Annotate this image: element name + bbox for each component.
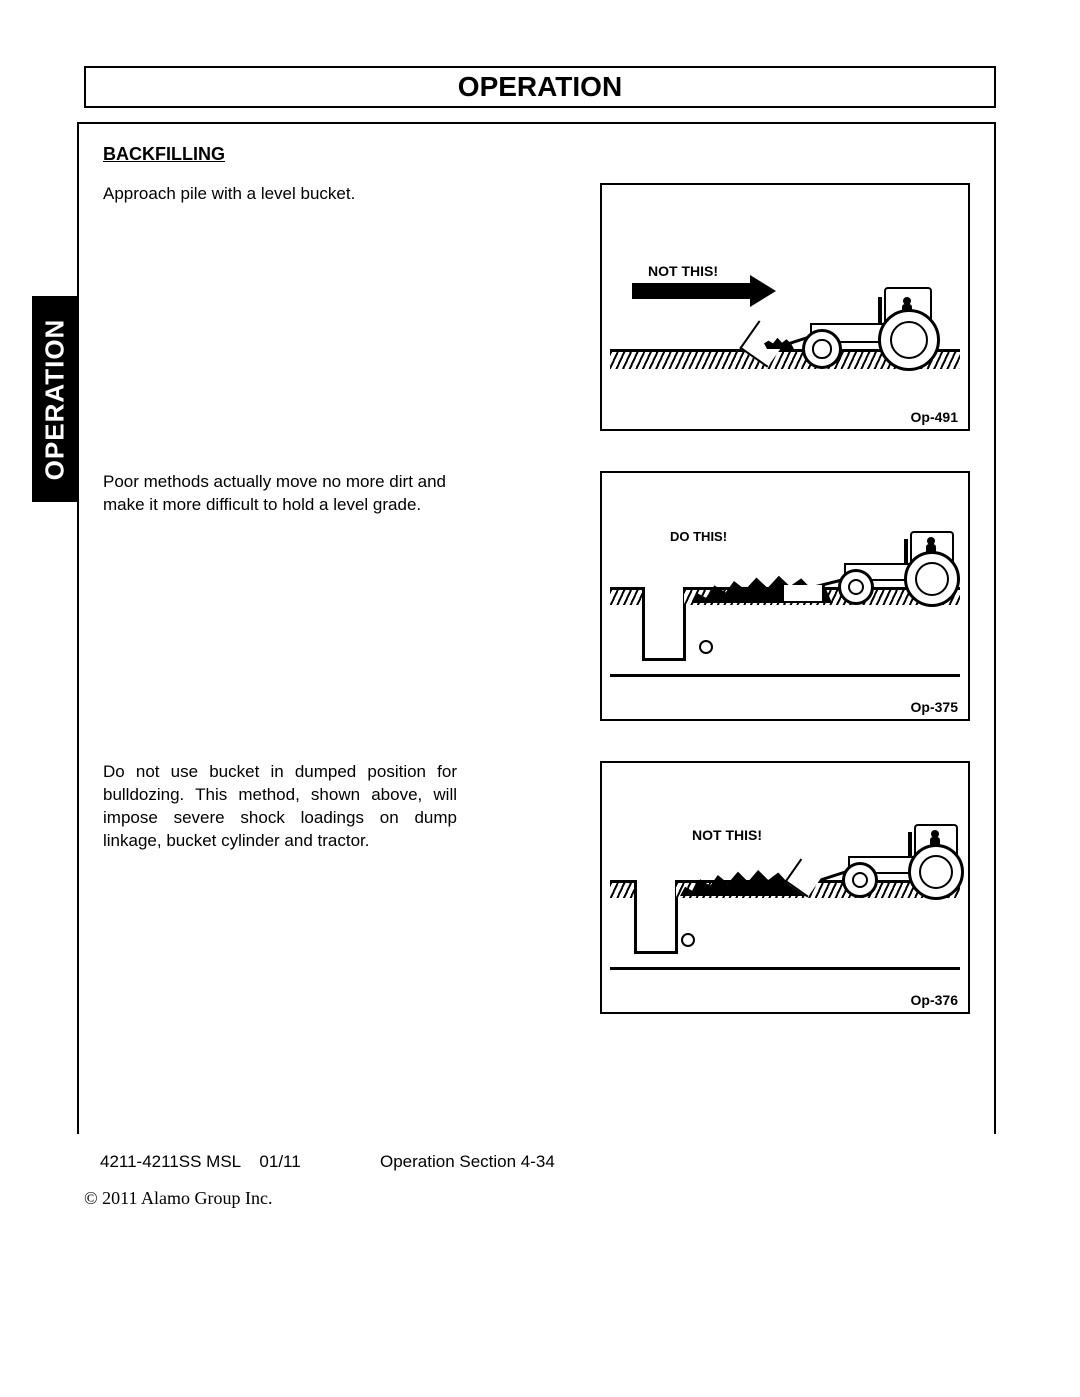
figure-label: NOT THIS! bbox=[648, 263, 718, 279]
figure-op376: NOT THIS! Op-37 bbox=[600, 761, 970, 1014]
dirt-pile-icon bbox=[680, 854, 806, 896]
paragraph: Do not use bucket in dumped position for… bbox=[103, 761, 457, 1014]
figure-op491: NOT THIS! Op-491 bbox=[600, 183, 970, 431]
tractor-icon bbox=[760, 279, 940, 369]
figure-caption: Op-491 bbox=[911, 409, 958, 425]
content-row: Approach pile with a level bucket. NOT T… bbox=[103, 183, 970, 431]
bucket-icon bbox=[782, 585, 824, 603]
figure-wrap: NOT THIS! Op-37 bbox=[477, 761, 970, 1014]
figure-label: NOT THIS! bbox=[692, 827, 762, 843]
page-header: OPERATION bbox=[84, 66, 996, 108]
figure-wrap: NOT THIS! Op-491 bbox=[477, 183, 970, 431]
doc-date: 01/11 bbox=[259, 1152, 300, 1171]
pipe-icon bbox=[699, 640, 713, 654]
figure-wrap: DO THIS! Op-375 bbox=[477, 471, 970, 721]
paragraph: Approach pile with a level bucket. bbox=[103, 183, 457, 431]
tractor-icon bbox=[802, 523, 960, 605]
page-body: BACKFILLING Approach pile with a level b… bbox=[77, 122, 996, 1134]
side-tab: OPERATION bbox=[32, 296, 78, 502]
footer-line-1: 4211-4211SS MSL 01/11 Operation Section … bbox=[100, 1152, 980, 1172]
tractor-icon bbox=[806, 816, 964, 898]
side-tab-label: OPERATION bbox=[40, 318, 71, 480]
figure-label: DO THIS! bbox=[670, 529, 727, 544]
content-row: Do not use bucket in dumped position for… bbox=[103, 761, 970, 1014]
figure-caption: Op-375 bbox=[911, 699, 958, 715]
pipe-icon bbox=[681, 933, 695, 947]
content-row: Poor methods actually move no more dirt … bbox=[103, 471, 970, 721]
paragraph: Poor methods actually move no more dirt … bbox=[103, 471, 457, 721]
figure-caption: Op-376 bbox=[911, 992, 958, 1008]
section-ref: Operation Section 4-34 bbox=[380, 1152, 555, 1172]
subheading: BACKFILLING bbox=[103, 144, 970, 165]
footer-copyright: © 2011 Alamo Group Inc. bbox=[84, 1188, 964, 1209]
page-title: OPERATION bbox=[458, 71, 622, 103]
figure-op375: DO THIS! Op-375 bbox=[600, 471, 970, 721]
doc-id: 4211-4211SS MSL bbox=[100, 1152, 241, 1171]
